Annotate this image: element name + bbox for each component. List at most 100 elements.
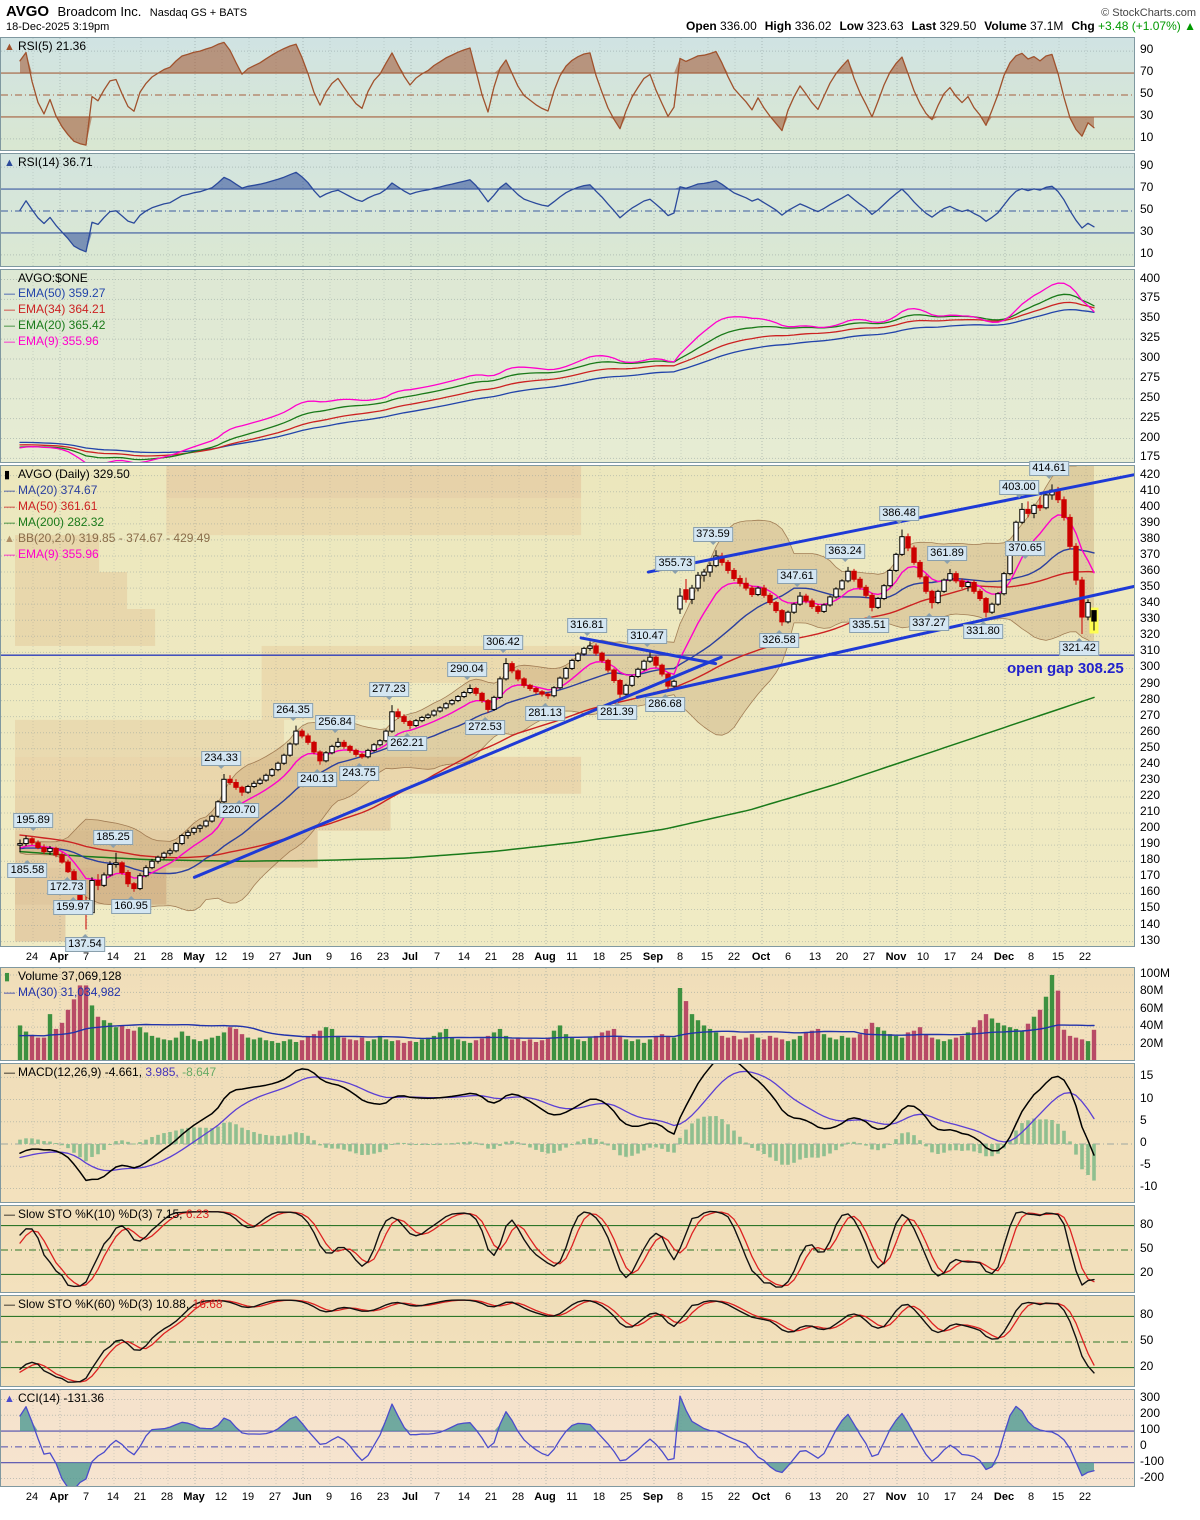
legend-price: ▮ AVGO (Daily) 329.50— MA(20) 374.67— MA(50… [4, 467, 210, 563]
y-axis-label: 60M [1140, 1000, 1164, 1015]
y-axis-label: 140 [1140, 916, 1161, 931]
price-label: 240.13 [297, 768, 337, 787]
price-label: 306.42 [483, 635, 523, 654]
legend-text: MACD(12,26,9) -4.661, [18, 1065, 143, 1079]
y-axis-label: 20 [1140, 1358, 1154, 1373]
y-axis-label: 200 [1140, 820, 1161, 835]
y-axis-label: 280 [1140, 691, 1161, 706]
x-axis-tick: 20 [835, 951, 849, 963]
y-axis-label: 30 [1140, 107, 1154, 122]
change-up-icon: ▲ [1180, 19, 1196, 33]
x-axis: 24 Apr 7 14 21 28 May 12 19 27 Jun 9 16 23 Jul 7 14 21 28 A… [0, 949, 1200, 967]
chart-datetime: 18-Dec-2025 3:19pm [6, 21, 110, 33]
legend-text: AVGO (Daily) 329.50 [18, 467, 130, 481]
quote-label: Chg [1071, 19, 1095, 33]
price-label: 355.73 [655, 555, 696, 574]
y-axis-label: 200 [1140, 429, 1161, 444]
x-axis-tick: Jun [292, 951, 312, 963]
x-axis-tick: Oct [751, 951, 771, 963]
legend-text: MA(200) 282.32 [18, 515, 105, 529]
x-axis-tick: 7 [82, 951, 90, 963]
x-axis-tick: 12 [214, 951, 228, 963]
price-label: 185.58 [7, 859, 48, 878]
x-axis-tick: Nov [885, 1491, 907, 1503]
mountain-icon: ▲ [4, 157, 15, 169]
y-axis-label: 400 [1140, 270, 1161, 285]
x-axis-tick: 8 [1027, 1491, 1035, 1503]
y-axis-label: 290 [1140, 675, 1161, 690]
legend-text: RSI(14) 36.71 [18, 155, 93, 169]
x-axis-tick: 16 [349, 1491, 363, 1503]
price-label: 195.89 [13, 812, 53, 831]
x-axis-tick: 6 [784, 951, 792, 963]
y-axis-label: 10 [1140, 129, 1154, 144]
macd-histogram [18, 1116, 1096, 1181]
line-swatch-icon: — [4, 304, 15, 316]
price-label: 264.35 [273, 702, 313, 721]
x-axis-tick: 28 [160, 951, 174, 963]
x-axis-tick: 28 [160, 1491, 174, 1503]
y-axis-label: 240 [1140, 755, 1161, 770]
quote-value: 336.02 [791, 19, 832, 33]
panel-macd: 15 10 5 0 -5 -10 — MACD(12,26,9) -4.661, 3.985,… [0, 1063, 1200, 1203]
y-axis-label: 30 [1140, 223, 1154, 238]
legend-text: 3.985, [142, 1065, 179, 1079]
y-axis-label: 270 [1140, 707, 1161, 722]
x-axis-tick: 7 [433, 1491, 441, 1503]
y-axis-label: 150 [1140, 900, 1161, 915]
legend-text: MA(20) 374.67 [18, 483, 98, 497]
panel-rsi5: 90 70 50 30 10 ▲ RSI(5) 21.36 [0, 37, 1200, 151]
x-axis-tick: 22 [1078, 1491, 1092, 1503]
y-axis-label: 160 [1140, 884, 1161, 899]
x-axis-tick: May [183, 951, 205, 963]
legend-text: EMA(34) 364.21 [18, 302, 106, 316]
y-axis-label: 390 [1140, 514, 1161, 529]
y-axis-label: 70 [1140, 180, 1154, 195]
y-axis-label: 370 [1140, 546, 1161, 561]
x-axis-tick: Nov [885, 951, 907, 963]
chart-panels: 90 70 50 30 10 ▲ RSI(5) 21.36 90 70 50 30 10 ▲ RSI(14… [0, 37, 1200, 1507]
legend-text: EMA(9) 355.96 [18, 334, 99, 348]
legend-text: RSI(5) 21.36 [18, 39, 87, 53]
price-label: 361.89 [927, 545, 967, 564]
legend-text: CCI(14) -131.36 [18, 1391, 105, 1405]
y-axis-label: 15 [1140, 1068, 1154, 1083]
chart-svg-sto10 [0, 1205, 1135, 1293]
y-axis-label: 90 [1140, 42, 1154, 57]
y-axis-label: 50 [1140, 202, 1154, 216]
price-label: 272.53 [465, 716, 505, 735]
legend-text: EMA(50) 359.27 [18, 286, 106, 300]
x-axis-tick: Jul [402, 1491, 418, 1503]
y-axis-label: 300 [1140, 350, 1161, 365]
y-axis-label: 275 [1140, 369, 1161, 384]
y-axis-label: 260 [1140, 723, 1161, 738]
copyright: © StockCharts.com [1101, 7, 1196, 19]
y-axis-label: 100 [1140, 1422, 1161, 1437]
x-axis-tick: May [183, 1491, 205, 1503]
price-label: 262.21 [387, 733, 427, 752]
x-axis-tick: 23 [376, 1491, 390, 1503]
x-axis-tick: Aug [534, 1491, 556, 1503]
price-label: 277.23 [369, 682, 409, 701]
legend-ratio: AVGO:$ONE — EMA(50) 359.27— EMA(34) 364.21—… [4, 271, 105, 350]
x-axis-tick: 24 [970, 1491, 984, 1503]
x-axis-tick: 15 [700, 951, 714, 963]
y-axis-label: 300 [1140, 659, 1161, 674]
x-axis-tick: 21 [484, 1491, 498, 1503]
bar-icon: ▮ [4, 971, 11, 983]
x-axis-tick: 17 [943, 951, 957, 963]
price-label: 281.13 [525, 702, 565, 721]
x-axis-tick: 9 [325, 1491, 333, 1503]
line-swatch-icon: — [4, 320, 15, 332]
price-label: 337.27 [909, 612, 949, 631]
x-axis-tick: 13 [808, 951, 822, 963]
mountain-icon: ▲ [4, 533, 15, 545]
legend-cci: ▲ CCI(14) -131.36 [4, 1391, 104, 1407]
y-axis-label: 190 [1140, 836, 1161, 851]
x-axis: 24 Apr 7 14 21 28 May 12 19 27 Jun 9 16 23 Jul 7 14 21 28 A… [0, 1489, 1200, 1507]
y-axis-label: -200 [1140, 1469, 1165, 1484]
bar-icon: ▮ [4, 469, 11, 481]
x-axis-tick: 27 [862, 1491, 876, 1503]
y-axis-label: 310 [1140, 643, 1161, 658]
